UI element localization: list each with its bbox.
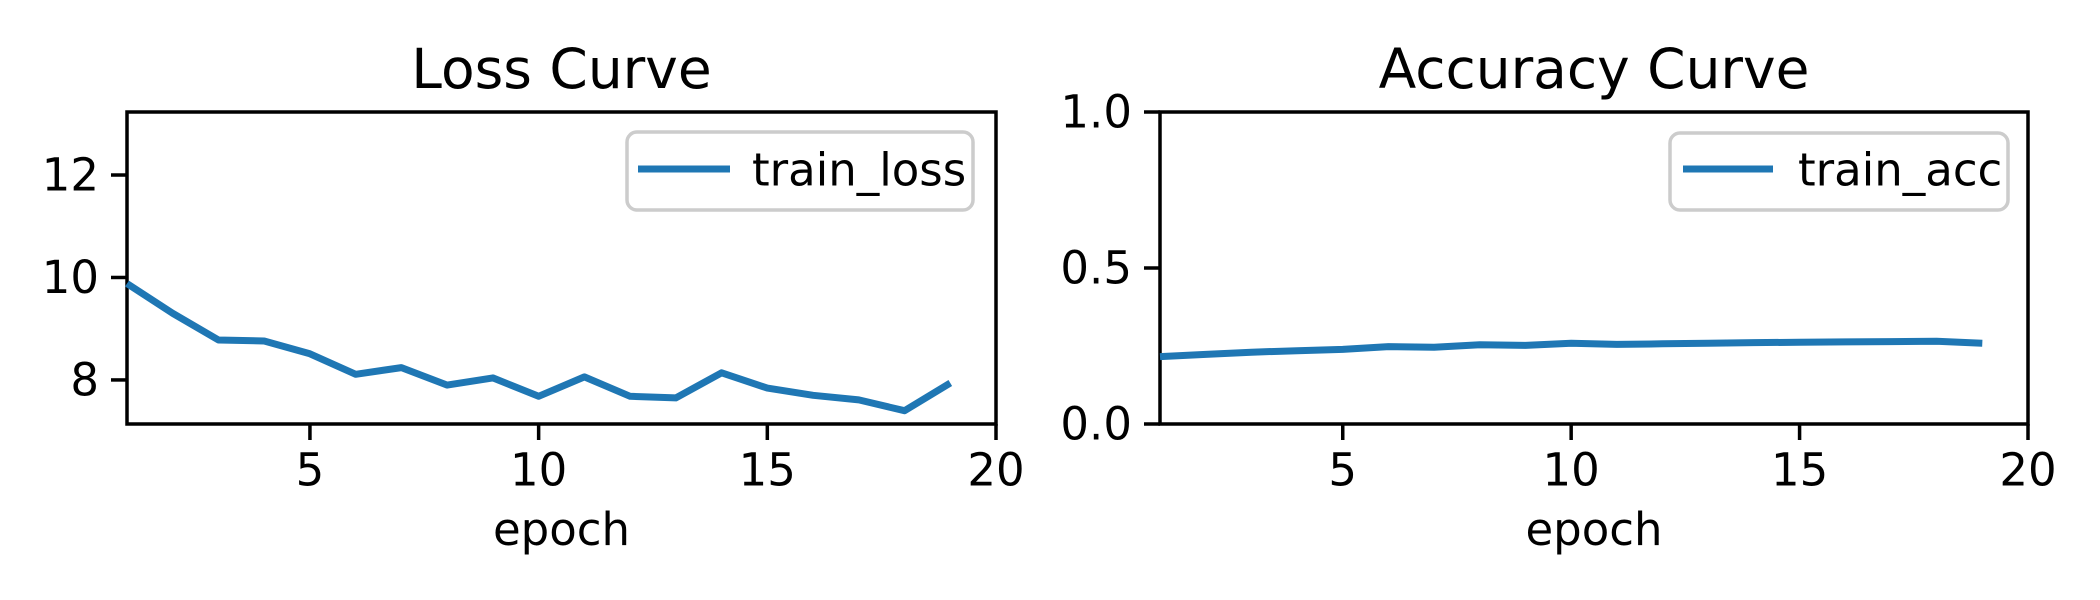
chart-title: Loss Curve bbox=[411, 37, 711, 101]
x-axis-label: epoch bbox=[493, 503, 630, 556]
legend-box bbox=[1668, 131, 2010, 212]
x-tick-label: 10 bbox=[1543, 444, 1600, 497]
x-tick-label: 10 bbox=[510, 444, 567, 497]
y-tick-label: 0.0 bbox=[1060, 398, 1132, 451]
y-tick-label: 0.5 bbox=[1060, 242, 1132, 295]
y-tick-label: 10 bbox=[42, 251, 99, 304]
chart-title: Accuracy Curve bbox=[1379, 37, 1810, 101]
x-tick-label: 5 bbox=[296, 444, 325, 497]
loss-chart-canvas: Loss Curve 5 10 15 20 8 10 12 epoch train_loss bbox=[42, 37, 1025, 556]
y-tick-label: 12 bbox=[42, 149, 99, 202]
legend-label: train_loss bbox=[752, 144, 966, 197]
train-loss-line bbox=[125, 280, 953, 415]
accuracy-chart: Accuracy Curve 5 10 15 20 0.0 0.5 1.0 epoch train… bbox=[1050, 0, 2100, 600]
train-acc-line bbox=[1159, 337, 1983, 361]
x-axis-label: epoch bbox=[1525, 503, 1662, 556]
y-tick-label: 8 bbox=[70, 353, 99, 406]
loss-chart: Loss Curve 5 10 15 20 8 10 12 epoch train_loss bbox=[42, 37, 1025, 556]
y-tick-label: 1.0 bbox=[1060, 86, 1132, 139]
x-tick-label: 20 bbox=[1999, 444, 2056, 497]
accuracy-chart-canvas: Accuracy Curve 5 10 15 20 0.0 0.5 1.0 epoch train… bbox=[1060, 37, 2056, 556]
plot-border bbox=[125, 110, 998, 426]
legend-box bbox=[625, 130, 975, 212]
x-tick-label: 15 bbox=[1771, 444, 1828, 497]
x-tick-label: 20 bbox=[967, 444, 1024, 497]
legend-label: train_acc bbox=[1798, 144, 2002, 197]
x-tick-label: 5 bbox=[1328, 444, 1357, 497]
x-tick-label: 15 bbox=[739, 444, 796, 497]
